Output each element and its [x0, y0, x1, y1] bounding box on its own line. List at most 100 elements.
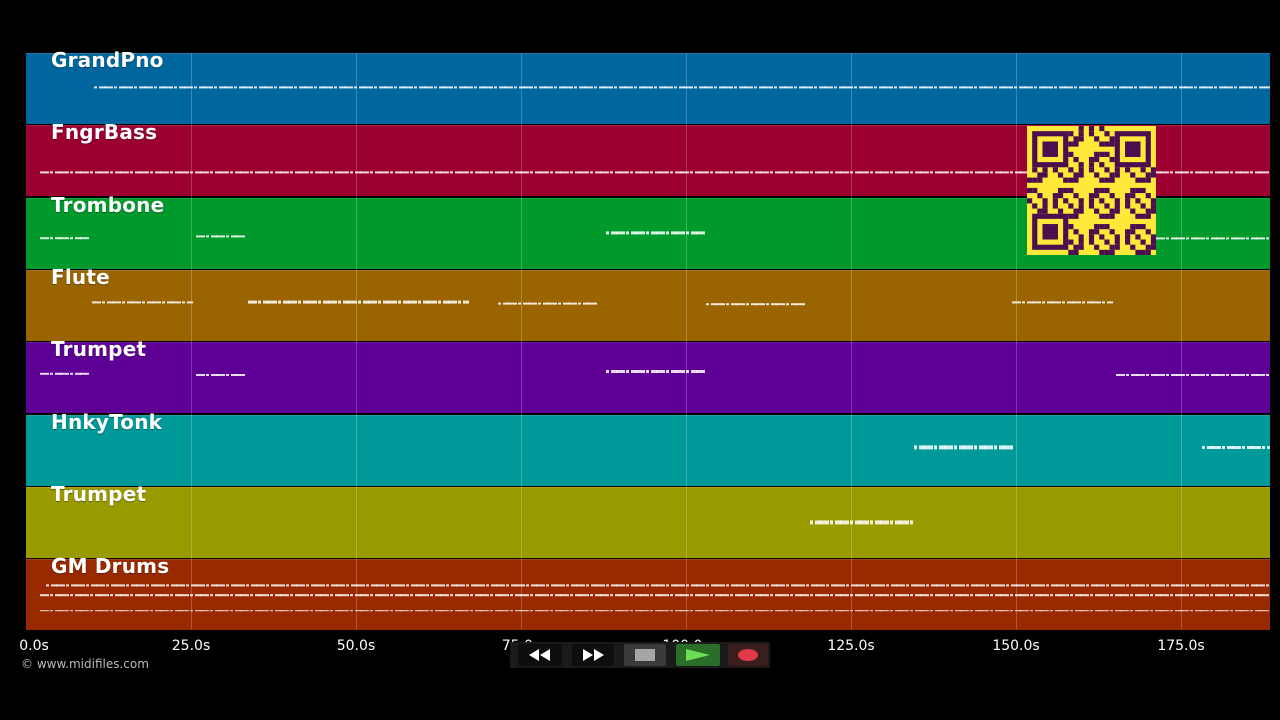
note-mark [985, 594, 989, 597]
note-mark [870, 171, 873, 174]
note-mark [885, 610, 889, 612]
note-mark [590, 594, 593, 597]
note-mark [750, 610, 753, 612]
note-mark [621, 230, 625, 234]
note-mark [975, 594, 981, 597]
note-mark [1156, 584, 1161, 587]
note-mark [1100, 594, 1105, 597]
note-mark [1090, 594, 1093, 597]
note-mark [569, 86, 573, 89]
note-mark [1206, 584, 1209, 587]
note-mark [152, 301, 157, 304]
note-mark [934, 86, 937, 89]
note-mark [210, 594, 213, 597]
note-mark [554, 86, 557, 89]
note-mark [939, 444, 945, 449]
note-mark [1105, 594, 1109, 597]
track-lane: HnkyTonk [26, 410, 1270, 486]
note-mark [1165, 594, 1169, 597]
note-mark [680, 610, 685, 612]
note-mark [335, 610, 341, 612]
note-mark [375, 171, 381, 174]
note-mark [676, 584, 681, 587]
note-mark [870, 610, 873, 612]
note-mark [525, 610, 529, 612]
note-mark [600, 594, 605, 597]
note-mark [606, 584, 609, 587]
note-mark [604, 86, 609, 89]
note-mark [434, 86, 437, 89]
note-mark [370, 594, 373, 597]
note-mark [485, 171, 489, 174]
note-mark [1101, 584, 1105, 587]
note-mark [530, 610, 533, 612]
note-mark [1029, 86, 1033, 89]
note-mark [325, 171, 329, 174]
note-mark [355, 594, 361, 597]
note-mark [1016, 584, 1021, 587]
note-mark [401, 584, 405, 587]
rewind-button[interactable] [518, 644, 562, 666]
note-mark [1054, 86, 1057, 89]
note-mark [940, 171, 945, 174]
note-mark [246, 584, 249, 587]
note-mark [275, 610, 281, 612]
stop-button[interactable] [624, 644, 666, 666]
note-mark [821, 584, 825, 587]
note-mark [835, 610, 841, 612]
note-mark [524, 86, 529, 89]
note-mark [548, 302, 553, 305]
note-mark [360, 594, 365, 597]
note-mark [1146, 584, 1149, 587]
note-mark [251, 584, 257, 587]
note-mark [296, 584, 301, 587]
note-mark [881, 584, 885, 587]
note-mark [980, 610, 985, 612]
note-mark [249, 86, 253, 89]
track-name: HnkyTonk [51, 409, 163, 434]
note-mark [1261, 374, 1265, 377]
note-mark [1032, 301, 1037, 304]
note-mark [280, 594, 285, 597]
note-mark [1236, 236, 1241, 239]
note-mark [725, 610, 729, 612]
note-mark [775, 171, 781, 174]
note-mark [61, 584, 65, 587]
record-button[interactable] [728, 644, 768, 666]
note-mark [248, 300, 253, 304]
note-mark [550, 171, 553, 174]
note-mark [1186, 236, 1189, 239]
note-mark [1171, 374, 1177, 377]
note-mark [965, 171, 969, 174]
note-mark [91, 584, 97, 587]
note-mark [380, 594, 385, 597]
note-mark [786, 584, 789, 587]
note-mark [361, 584, 365, 587]
note-mark [740, 594, 745, 597]
note-mark [430, 171, 433, 174]
note-mark [421, 584, 425, 587]
note-mark [1245, 171, 1249, 174]
note-mark [915, 610, 921, 612]
note-mark [1241, 236, 1245, 239]
note-mark [142, 301, 145, 304]
note-mark [545, 171, 549, 174]
note-mark [1255, 594, 1261, 597]
note-mark [177, 301, 181, 304]
note-mark [195, 171, 201, 174]
note-mark [1105, 610, 1109, 612]
note-mark [523, 302, 529, 305]
note-mark [1204, 86, 1209, 89]
note-mark [1110, 594, 1113, 597]
note-mark [650, 610, 653, 612]
note-mark [745, 171, 749, 174]
note-mark [490, 610, 493, 612]
note-mark [403, 300, 409, 304]
fast-forward-button[interactable] [572, 644, 614, 666]
note-mark [270, 610, 273, 612]
note-mark [735, 610, 741, 612]
note-mark [273, 300, 277, 304]
note-mark [463, 300, 469, 304]
note-mark [340, 610, 345, 612]
play-button[interactable] [676, 644, 720, 666]
